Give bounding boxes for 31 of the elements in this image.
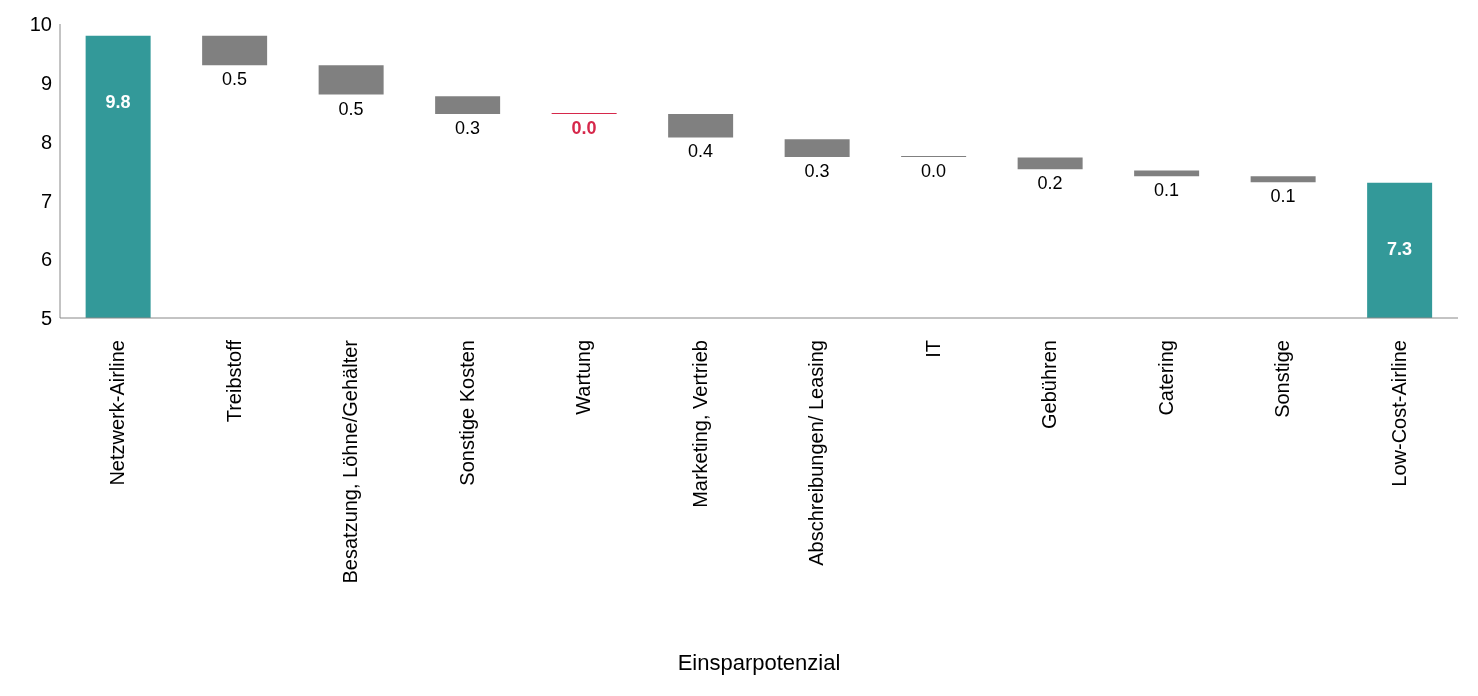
x-tick-label: Sonstige Kosten [455, 340, 478, 486]
y-tick-label: 9 [40, 71, 52, 94]
data-label: 0.1 [1270, 186, 1296, 207]
x-tick-label: Netzwerk-Airline [106, 340, 129, 486]
x-tick-label: Low-Cost-Airline [1387, 340, 1410, 487]
x-tick-label: Treibstoff [222, 339, 245, 423]
x-tick-label: Marketing, Vertrieb [688, 340, 711, 508]
data-label: 0.0 [921, 160, 947, 181]
data-label: 0.4 [688, 141, 714, 162]
data-label: 0.5 [222, 69, 248, 90]
y-tick-label: 7 [40, 189, 52, 212]
data-label: 9.8 [105, 91, 131, 112]
data-label: 0.3 [455, 117, 481, 138]
data-label: 7.3 [1387, 238, 1413, 259]
x-tick-label: Besatzung, Löhne/Gehälter [339, 339, 362, 584]
x-tick-label: Sonstige [1271, 340, 1294, 418]
data-label: 0.2 [1037, 173, 1063, 194]
y-tick-label: 5 [40, 307, 52, 330]
x-tick-label: IT [921, 340, 944, 358]
data-label: 0.1 [1154, 180, 1180, 201]
x-axis-title: Einsparpotenzial [676, 650, 842, 676]
x-tick-label: Wartung [572, 340, 595, 415]
x-tick-label: Gebühren [1038, 340, 1061, 429]
y-tick-label: 10 [29, 13, 52, 36]
data-label: 0.3 [804, 160, 830, 181]
y-tick-label: 6 [40, 248, 52, 271]
x-tick-label: Abschreibungen/ Leasing [805, 340, 828, 566]
x-tick-label: Catering [1154, 340, 1177, 416]
data-label: 0.0 [571, 117, 597, 138]
data-label: 0.5 [338, 98, 364, 119]
y-tick-label: 8 [40, 130, 52, 153]
